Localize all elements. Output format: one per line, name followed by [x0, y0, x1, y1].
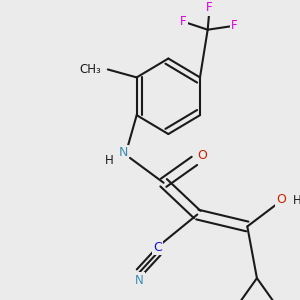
Text: F: F	[231, 19, 238, 32]
Text: H: H	[105, 154, 114, 167]
Text: F: F	[206, 1, 213, 14]
Text: H: H	[293, 194, 300, 207]
Text: N: N	[135, 274, 144, 286]
Text: O: O	[276, 193, 286, 206]
Text: O: O	[197, 149, 207, 162]
Text: C: C	[154, 241, 162, 254]
Text: N: N	[118, 146, 128, 159]
Text: F: F	[180, 15, 187, 28]
Text: CH₃: CH₃	[79, 63, 101, 76]
